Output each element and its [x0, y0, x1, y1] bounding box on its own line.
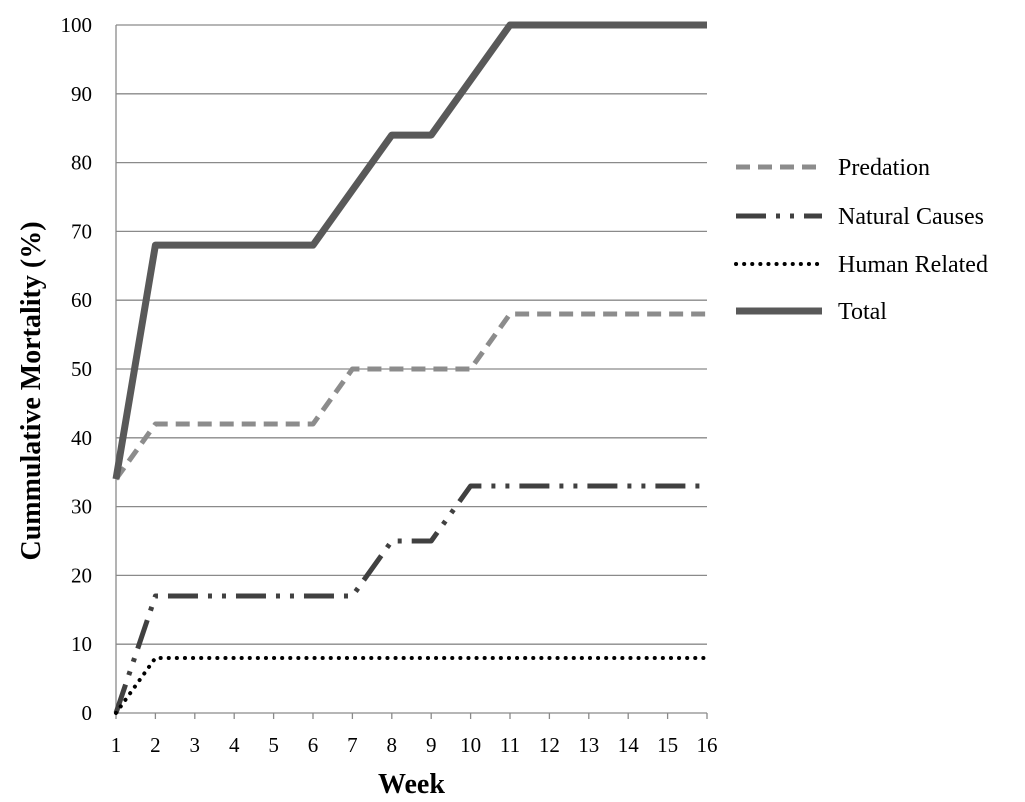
y-tick-label: 100 [61, 13, 93, 37]
x-tick-label: 1 [111, 733, 122, 757]
y-tick-labels: 0 10 20 30 40 50 60 70 80 90 100 [61, 13, 93, 725]
legend-label-human-related: Human Related [838, 252, 988, 278]
y-axis-title: Cummulative Mortality (%) [16, 221, 47, 560]
series-lines [112, 21, 709, 715]
legend-label-predation: Predation [838, 155, 930, 181]
series-line-total [112, 21, 707, 480]
y-tick-label: 90 [71, 82, 92, 106]
y-tick-label: 40 [71, 426, 92, 450]
x-axis-title: Week [378, 769, 445, 800]
y-tick-label: 30 [71, 495, 92, 519]
x-tick-label: 5 [268, 733, 279, 757]
x-tick-label: 15 [657, 733, 678, 757]
series-line-natural-causes [113, 483, 707, 714]
x-tick-label: 4 [229, 733, 240, 757]
y-tick-label: 20 [71, 563, 92, 587]
x-tick-label: 11 [500, 733, 520, 757]
y-tick-label: 50 [71, 357, 92, 381]
gridlines [115, 24, 708, 719]
x-tick-labels: 1 2 3 4 5 6 7 8 9 10 11 12 13 14 15 16 [111, 733, 718, 757]
x-tick-label: 16 [697, 733, 718, 757]
y-tick-label: 0 [82, 701, 93, 725]
x-tick-label: 6 [308, 733, 319, 757]
legend-label-natural-causes: Natural Causes [838, 204, 984, 230]
y-tick-label: 70 [71, 219, 92, 243]
x-tick-label: 8 [387, 733, 398, 757]
y-tick-label: 60 [71, 288, 92, 312]
x-tick-label: 14 [618, 733, 640, 757]
legend-label-total: Total [838, 299, 887, 325]
y-tick-label: 80 [71, 151, 92, 175]
x-tick-label: 10 [460, 733, 481, 757]
x-tick-label: 7 [347, 733, 358, 757]
legend: Predation Natural Causes Human Related Tota… [734, 155, 988, 325]
series-line-human-related [114, 655, 709, 715]
x-tick-label: 13 [578, 733, 599, 757]
series-line-predation [113, 311, 707, 481]
y-tick-label: 10 [71, 632, 92, 656]
x-tick-label: 3 [190, 733, 201, 757]
x-tick-label: 9 [426, 733, 437, 757]
x-tick-label: 12 [539, 733, 560, 757]
x-tick-label: 2 [150, 733, 161, 757]
